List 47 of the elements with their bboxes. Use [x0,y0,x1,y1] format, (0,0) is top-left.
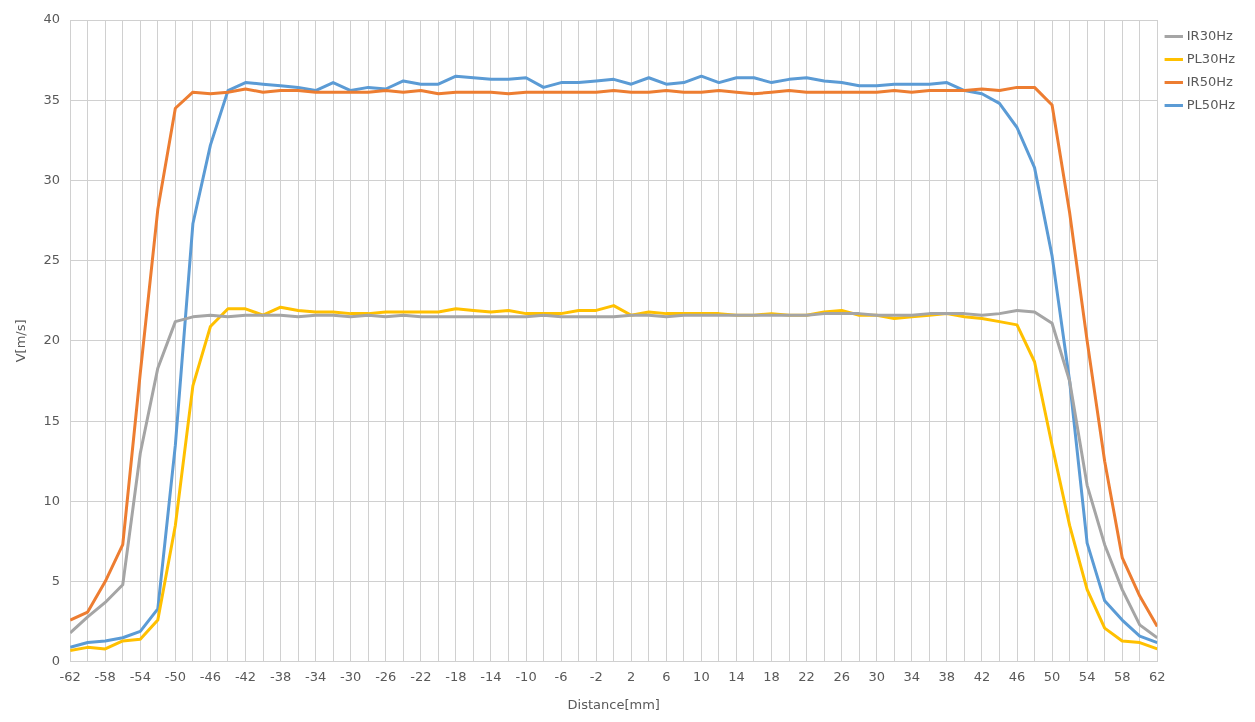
x-tick-label: -10 [515,668,537,684]
x-tick-label: 38 [938,668,956,684]
x-tick-label: -26 [375,668,397,684]
x-tick-label: 6 [662,668,671,684]
x-tick-label: -6 [554,668,568,684]
x-tick-label: 34 [903,668,921,684]
x-tick-label: 42 [973,668,991,684]
x-axis-title: Distance[mm] [567,696,660,712]
y-tick-label: 30 [43,171,61,187]
x-tick-label: 14 [728,668,745,684]
x-tick-label: -42 [234,668,257,684]
x-tick-label: 50 [1043,668,1061,684]
x-tick-label: 58 [1113,668,1131,684]
x-tick-label: 62 [1149,668,1166,684]
legend-label: PL30Hz [1186,50,1236,66]
y-tick-label: 0 [51,653,61,669]
x-tick-label: 10 [693,668,710,684]
x-tick-label: -18 [445,668,467,684]
y-tick-label: 35 [43,91,61,107]
y-tick-label: 40 [43,11,61,27]
y-tick-label: 15 [43,412,61,428]
x-tick-label: -22 [410,668,432,684]
y-axis-title: V[m/s] [13,319,29,363]
x-tick-label: -34 [305,668,327,684]
x-tick-label: -30 [340,668,362,684]
x-tick-label: -62 [59,668,81,684]
legend-label: IR50Hz [1186,73,1233,89]
legend-label: IR30Hz [1186,27,1233,43]
x-tick-label: 22 [798,668,815,684]
x-tick-label: -58 [94,668,116,684]
x-tick-label: 30 [868,668,885,684]
x-tick-label: 2 [627,668,636,684]
x-tick-label: 54 [1078,668,1096,684]
x-tick-label: -54 [129,668,151,684]
x-tick-label: -38 [269,668,292,684]
legend-label: PL50Hz [1186,96,1236,112]
x-tick-label: 26 [833,668,850,684]
x-tick-label: -46 [199,668,222,684]
x-tick-label: -50 [164,668,186,684]
x-tick-label: -2 [589,668,603,684]
y-tick-label: 5 [51,572,61,588]
x-tick-label: 46 [1008,668,1026,684]
y-tick-label: 10 [43,492,61,508]
y-tick-label: 20 [43,332,61,348]
x-tick-label: -14 [480,668,502,684]
y-tick-label: 25 [43,252,61,268]
x-tick-label: 18 [763,668,780,684]
